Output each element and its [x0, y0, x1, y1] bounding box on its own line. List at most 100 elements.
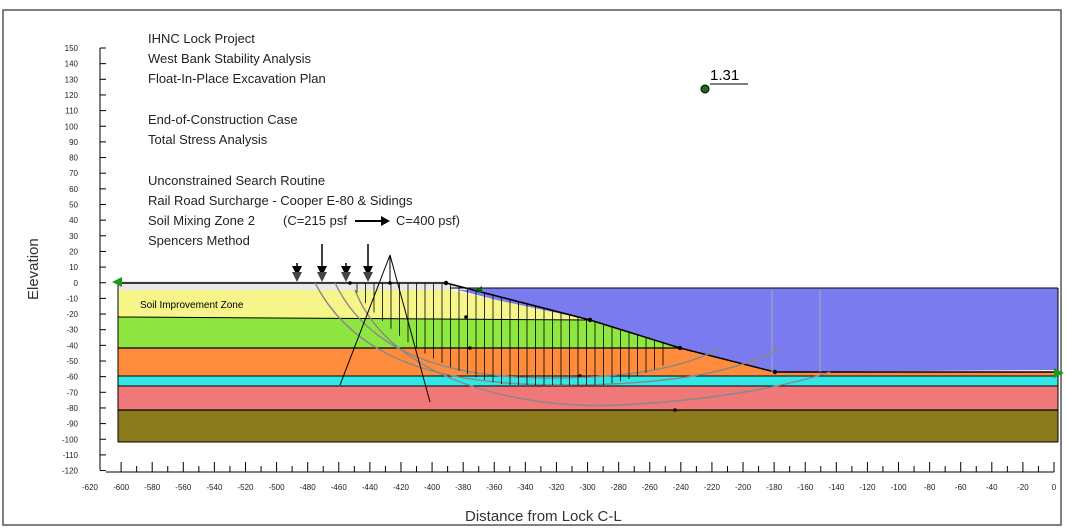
x-tick-label: -420: [393, 483, 410, 492]
x-tick-label: -620: [82, 483, 99, 492]
y-tick-label: 140: [65, 60, 79, 69]
x-tick-label: -220: [704, 483, 721, 492]
x-tick-label: -300: [580, 483, 597, 492]
y-tick-label: -40: [66, 341, 78, 350]
x-tick-label: -400: [424, 483, 441, 492]
y-tick-label: -110: [63, 451, 79, 460]
x-tick-label: 0: [1052, 483, 1057, 492]
surcharge-load-arrow-icon: [292, 263, 302, 282]
y-tick-label: 0: [74, 279, 79, 288]
annotation-c-to: C=400 psf): [396, 213, 460, 228]
x-tick-label: -520: [237, 483, 254, 492]
y-tick-label: -120: [62, 467, 79, 476]
x-tick-label: -580: [144, 483, 161, 492]
search-lines: [339, 254, 431, 403]
x-axis-title: Distance from Lock C-L: [465, 508, 622, 525]
y-tick-label: 110: [65, 107, 78, 116]
annotation-block: IHNC Lock Project West Bank Stability An…: [148, 31, 460, 248]
x-tick-label: -100: [891, 483, 908, 492]
layer-green: [118, 317, 680, 348]
y-tick-label: -20: [66, 310, 78, 319]
layer-pink: [118, 386, 1058, 410]
boundary-points: [348, 280, 778, 412]
layer-cyan: [118, 376, 1058, 386]
zone-label: Soil Improvement Zone: [140, 300, 244, 311]
critical-center-point: [700, 84, 710, 94]
slip-surfaces: [314, 282, 831, 407]
x-tick-label: -140: [828, 483, 845, 492]
x-tick-label: -20: [1017, 483, 1029, 492]
x-tick-label: -260: [642, 483, 659, 492]
rail-surcharge-loads: [292, 244, 373, 282]
annotation-case: End-of-Construction Case: [148, 112, 298, 127]
y-tick-label: 50: [69, 201, 78, 210]
x-tick-label: -240: [673, 483, 690, 492]
figure-border: [2, 9, 1062, 526]
arrow-head-icon: [381, 216, 390, 226]
y-tick-label: 30: [69, 232, 78, 241]
x-tick-label: -160: [797, 483, 814, 492]
cross-section: [112, 277, 1064, 443]
y-tick-label: -10: [66, 294, 78, 303]
annotation-plan: Float-In-Place Excavation Plan: [148, 71, 326, 86]
y-tick-label: 10: [69, 263, 78, 272]
annotation-project: IHNC Lock Project: [148, 31, 255, 46]
annotation-surcharge: Rail Road Surcharge - Cooper E-80 & Sidi…: [148, 193, 413, 208]
y-tick-label: 90: [69, 138, 78, 147]
y-tick-label: 40: [69, 216, 78, 225]
water-marker: [475, 286, 482, 293]
y-tick-label: 100: [65, 122, 79, 131]
x-tick-label: -380: [455, 483, 472, 492]
factor-of-safety: 1.31: [710, 67, 739, 84]
y-tick-label: -90: [66, 420, 78, 429]
x-tick-label: -440: [362, 483, 379, 492]
y-tick-label: -80: [66, 404, 78, 413]
annotation-c-from: (C=215 psf: [283, 213, 347, 228]
surcharge-load-arrow-icon: [363, 244, 373, 282]
annotation-search: Unconstrained Search Routine: [148, 173, 325, 188]
annotation-method: Spencers Method: [148, 233, 250, 248]
y-axis-title: Elevation: [25, 238, 42, 300]
x-tick-label: -120: [859, 483, 876, 492]
x-tick-label: -280: [611, 483, 628, 492]
x-tick-label: -540: [206, 483, 223, 492]
soil-improvement-zone: [118, 290, 590, 320]
layer-olive: [118, 410, 1058, 442]
x-tick-label: -360: [486, 483, 503, 492]
x-tick-label: -460: [331, 483, 348, 492]
y-tick-label: 60: [69, 185, 78, 194]
x-tick-label: -40: [986, 483, 998, 492]
y-tick-label: 20: [69, 247, 78, 256]
slip-surface-arc: [334, 282, 721, 379]
y-tick-label: 80: [69, 154, 78, 163]
x-tick-label: -200: [735, 483, 752, 492]
y-tick-label: 70: [69, 169, 78, 178]
x-tick-label: -80: [924, 483, 936, 492]
left-boundary-marker: [112, 277, 122, 287]
x-tick-label: -60: [955, 483, 967, 492]
y-tick-label: -100: [62, 435, 79, 444]
annotation-soil-mixing: Soil Mixing Zone 2: [148, 213, 255, 228]
y-axis: 1501401301201101009080706050403020100-10…: [62, 44, 106, 476]
water-body: [450, 288, 1058, 372]
y-tick-label: 120: [65, 91, 79, 100]
y-tick-label: -70: [66, 388, 78, 397]
y-tick-label: -50: [66, 357, 78, 366]
x-tick-label: -180: [766, 483, 783, 492]
y-tick-label: 150: [65, 44, 79, 53]
y-tick-label: 130: [65, 75, 79, 84]
boundary-line: [117, 316, 591, 321]
surcharge-load-arrow-icon: [341, 263, 351, 282]
layer-orange: [118, 348, 1058, 376]
surcharge-load-arrow-icon: [317, 244, 327, 282]
annotation-stress: Total Stress Analysis: [148, 132, 268, 147]
annotation-analysis: West Bank Stability Analysis: [148, 51, 312, 66]
right-boundary-marker: [1054, 368, 1064, 378]
y-tick-label: -30: [66, 326, 78, 335]
x-tick-label: -320: [548, 483, 565, 492]
x-tick-label: -480: [300, 483, 317, 492]
x-tick-label: -340: [517, 483, 534, 492]
slip-surface-arc: [314, 282, 781, 386]
y-tick-label: -60: [66, 373, 78, 382]
